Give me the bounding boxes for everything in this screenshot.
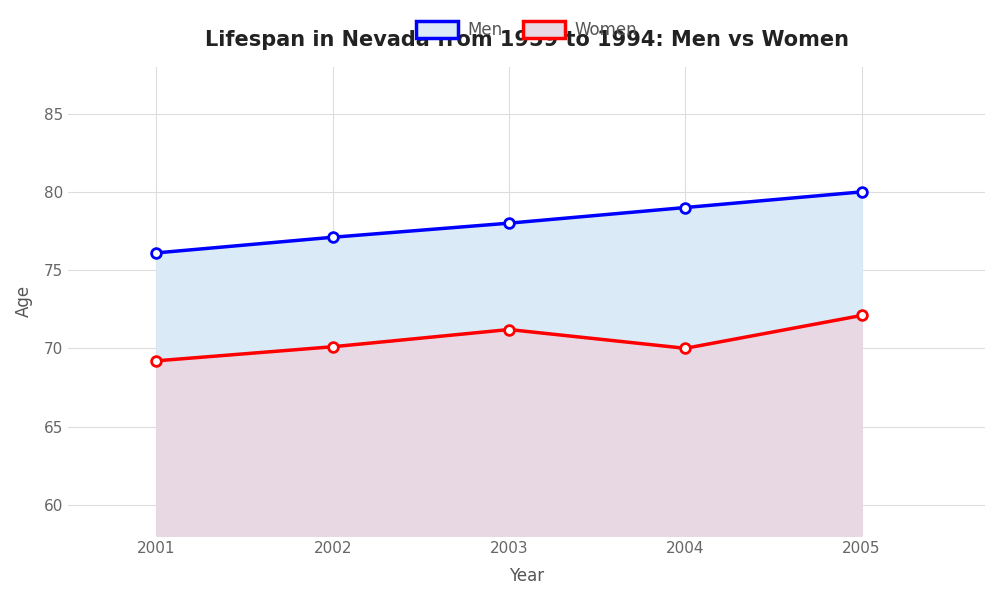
Y-axis label: Age: Age [15, 286, 33, 317]
X-axis label: Year: Year [509, 567, 544, 585]
Title: Lifespan in Nevada from 1959 to 1994: Men vs Women: Lifespan in Nevada from 1959 to 1994: Me… [205, 30, 849, 50]
Legend: Men, Women: Men, Women [409, 14, 644, 46]
